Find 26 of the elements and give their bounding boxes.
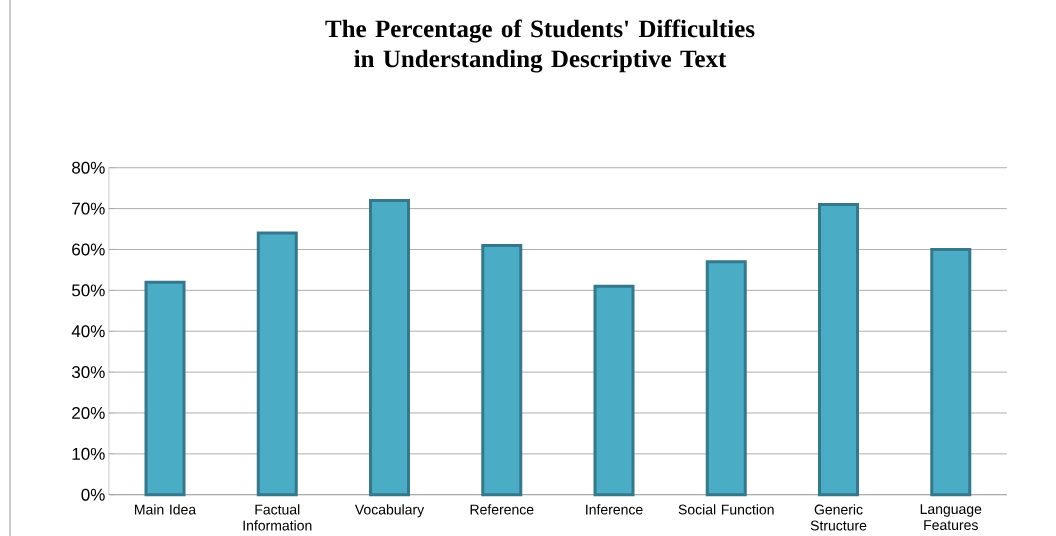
bar — [593, 284, 635, 497]
y-tick-label: 70% — [72, 202, 105, 215]
bar — [930, 247, 972, 497]
x-tick-label: Language Features — [920, 504, 982, 531]
x-tick-label: Factual Information — [243, 504, 312, 531]
bar — [256, 231, 298, 497]
chart-title: The Percentage of Students' Difficulties in Understanding Descriptive Text — [325, 19, 755, 73]
x-tick-label: Generic Structure — [810, 504, 867, 531]
bar — [481, 243, 523, 497]
bar — [369, 198, 411, 497]
y-tick-label: 50% — [72, 284, 105, 297]
bar — [818, 203, 860, 497]
bar — [705, 260, 747, 497]
y-tick-label: 0% — [81, 488, 105, 501]
x-tick-label: Main Idea — [135, 504, 197, 515]
y-tick-label: 30% — [71, 366, 105, 379]
y-tick-label: 10% — [72, 447, 105, 460]
x-tick-label: Vocabulary — [354, 504, 425, 518]
y-tick-label: 40% — [71, 325, 105, 338]
x-tick-label: Social Function — [678, 504, 774, 515]
y-tick-label: 60% — [72, 243, 105, 256]
y-tick-label: 80% — [72, 161, 105, 174]
x-tick-label: Reference — [470, 504, 534, 515]
bar — [144, 280, 186, 497]
x-tick-label: Inference — [586, 504, 643, 515]
y-tick-label: 20% — [72, 406, 105, 419]
